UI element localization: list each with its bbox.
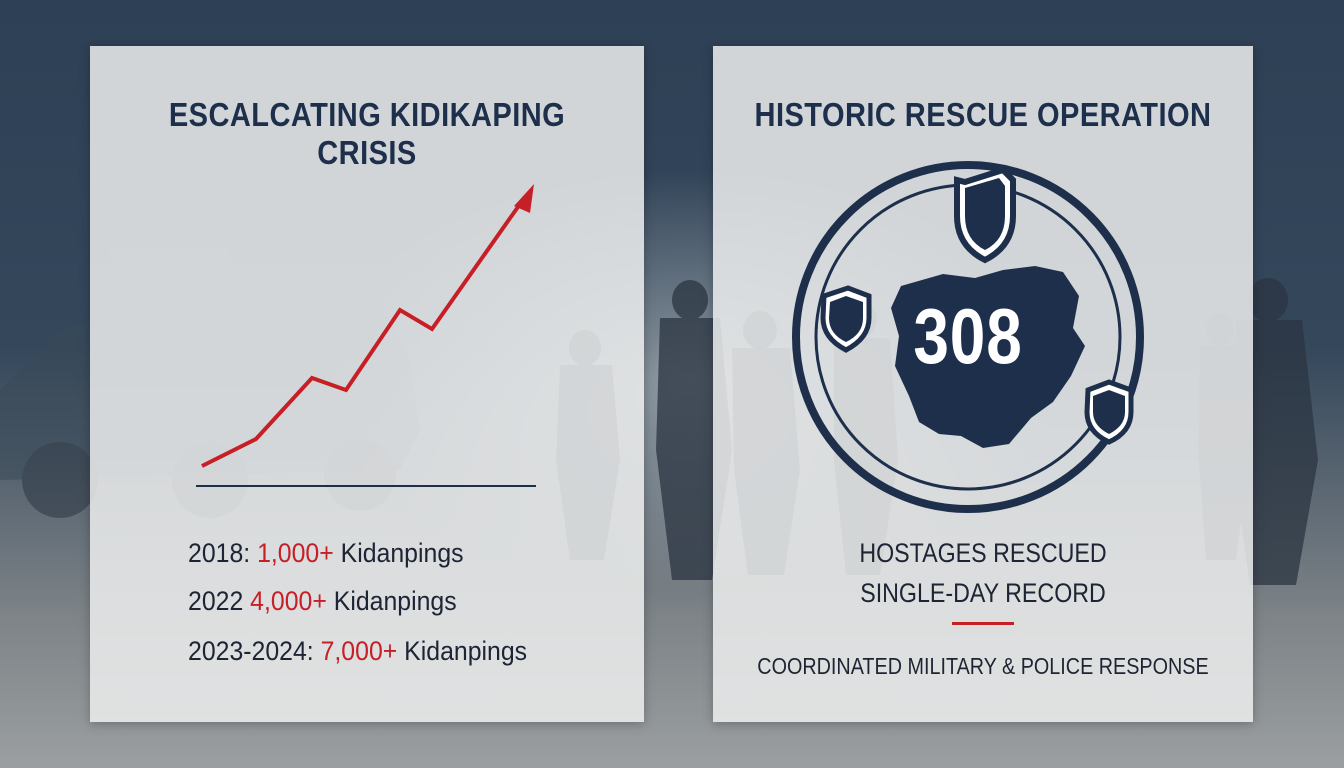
footer-text: COORDINATED MILITARY & POLICE RESPONSE (757, 653, 1209, 679)
panel-title: ESCALCATING KIDIKAPING CRISIS (168, 96, 566, 171)
stat-suffix: Kidanpings (326, 586, 457, 616)
outer-ring (792, 161, 1144, 513)
stat-label: 2022 (188, 586, 251, 616)
stat-2018: 2018: 1,000+ Kidanpings (188, 538, 464, 569)
stat-label: 2023-2024: (188, 636, 321, 666)
stat-2022: 2022 4,000+ Kidanpings (188, 586, 457, 617)
nigeria-map-icon (891, 266, 1085, 448)
caption-hostages: HOSTAGES RESCUED (859, 538, 1107, 568)
trend-line (201, 202, 522, 468)
rescued-count: 308 (913, 292, 1023, 380)
kidnapping-crisis-panel: ESCALCATING KIDIKAPING CRISIS 2018: 1,00… (90, 46, 644, 722)
stat-value: 1,000+ (257, 538, 334, 568)
shield-icon (820, 285, 872, 353)
rescue-operation-panel: HISTORIC RESCUE OPERATION 308 HOSTAGES R… (713, 46, 1253, 722)
shield-icon (954, 166, 1016, 264)
stat-suffix: Kidanpings (397, 636, 528, 666)
stat-label: 2018: (188, 538, 258, 568)
stat-value: 4,000+ (250, 586, 327, 616)
trend-arrow-icon (196, 184, 536, 487)
rescue-badge (792, 161, 1144, 513)
stat-suffix: Kidanpings (333, 538, 464, 568)
divider (952, 622, 1014, 625)
shield-icon (1084, 379, 1134, 445)
trend-arrowhead (514, 184, 534, 213)
panel-title: HISTORIC RESCUE OPERATION (754, 96, 1212, 133)
caption-record: SINGLE-DAY RECORD (860, 578, 1106, 608)
stat-2023-2024: 2023-2024: 7,000+ Kidanpings (188, 636, 527, 667)
stat-value: 7,000+ (320, 636, 398, 666)
